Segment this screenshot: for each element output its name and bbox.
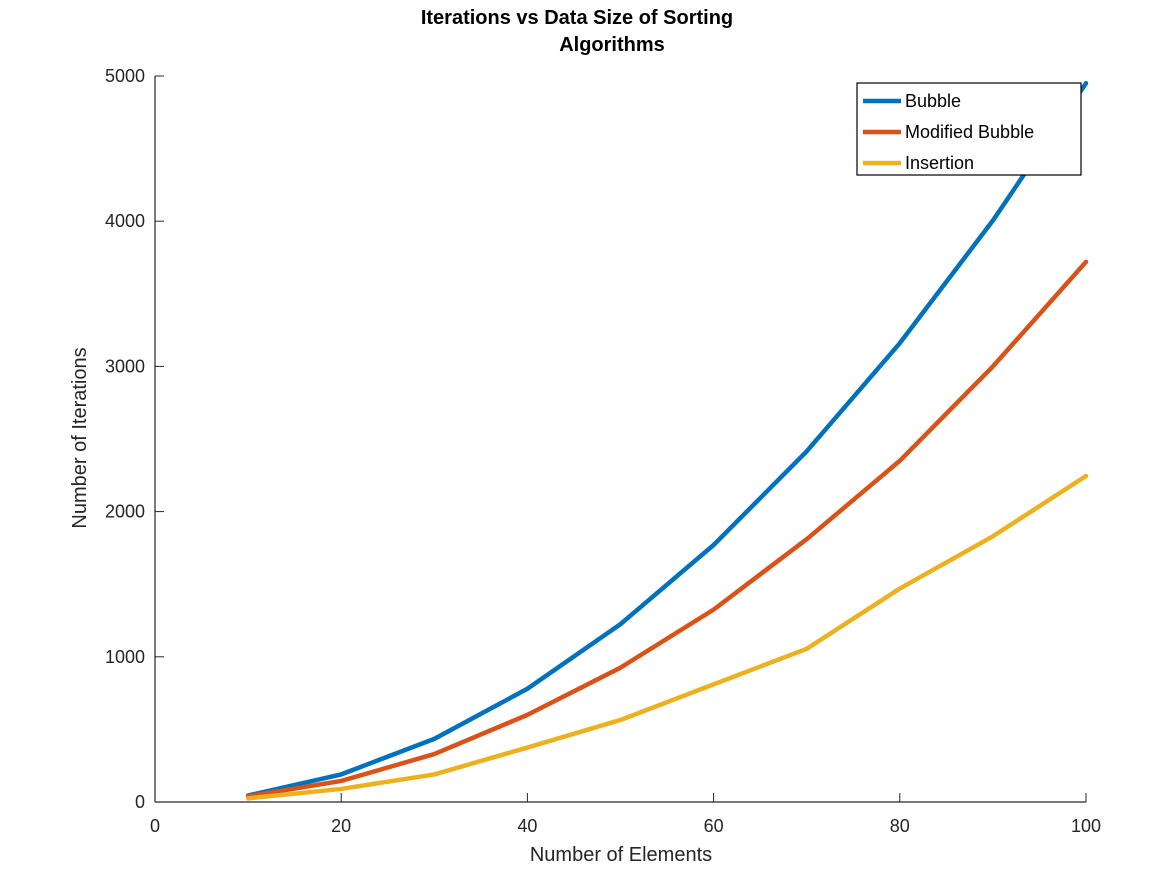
legend-box <box>856 82 1082 176</box>
x-tick-label: 20 <box>331 816 351 836</box>
series-line-bubble <box>245 81 1089 798</box>
y-axis: 0 1000 2000 3000 4000 5000 <box>105 66 164 812</box>
legend-label-bubble: Bubble <box>905 91 961 111</box>
legend: Bubble Modified Bubble Insertion <box>856 82 1082 176</box>
legend-label-insertion: Insertion <box>905 153 974 173</box>
series-line-insertion <box>245 473 1089 801</box>
x-tick-label: 0 <box>150 816 160 836</box>
x-axis: 0 20 40 60 80 100 <box>150 793 1101 836</box>
plot-area <box>154 76 1086 803</box>
x-tick-label: 40 <box>517 816 537 836</box>
x-axis-label: Number of Elements <box>530 844 712 866</box>
chart-title-line-1: Iterations vs Data Size of Sorting <box>421 7 733 29</box>
y-tick-label: 5000 <box>105 66 145 86</box>
series-lines <box>245 81 1089 801</box>
y-tick-label: 4000 <box>105 211 145 231</box>
x-tick-label: 80 <box>890 816 910 836</box>
y-axis-label: Number of Iterations <box>69 347 91 528</box>
series-line-modified-bubble <box>245 259 1089 799</box>
legend-label-modified-bubble: Modified Bubble <box>905 122 1034 142</box>
chart-title-line-2: Algorithms <box>559 34 665 56</box>
y-tick-label: 0 <box>135 792 145 812</box>
x-tick-label: 100 <box>1071 816 1101 836</box>
x-tick-label: 60 <box>704 816 724 836</box>
y-tick-label: 1000 <box>105 647 145 667</box>
y-tick-label: 2000 <box>105 502 145 522</box>
y-tick-label: 3000 <box>105 356 145 376</box>
